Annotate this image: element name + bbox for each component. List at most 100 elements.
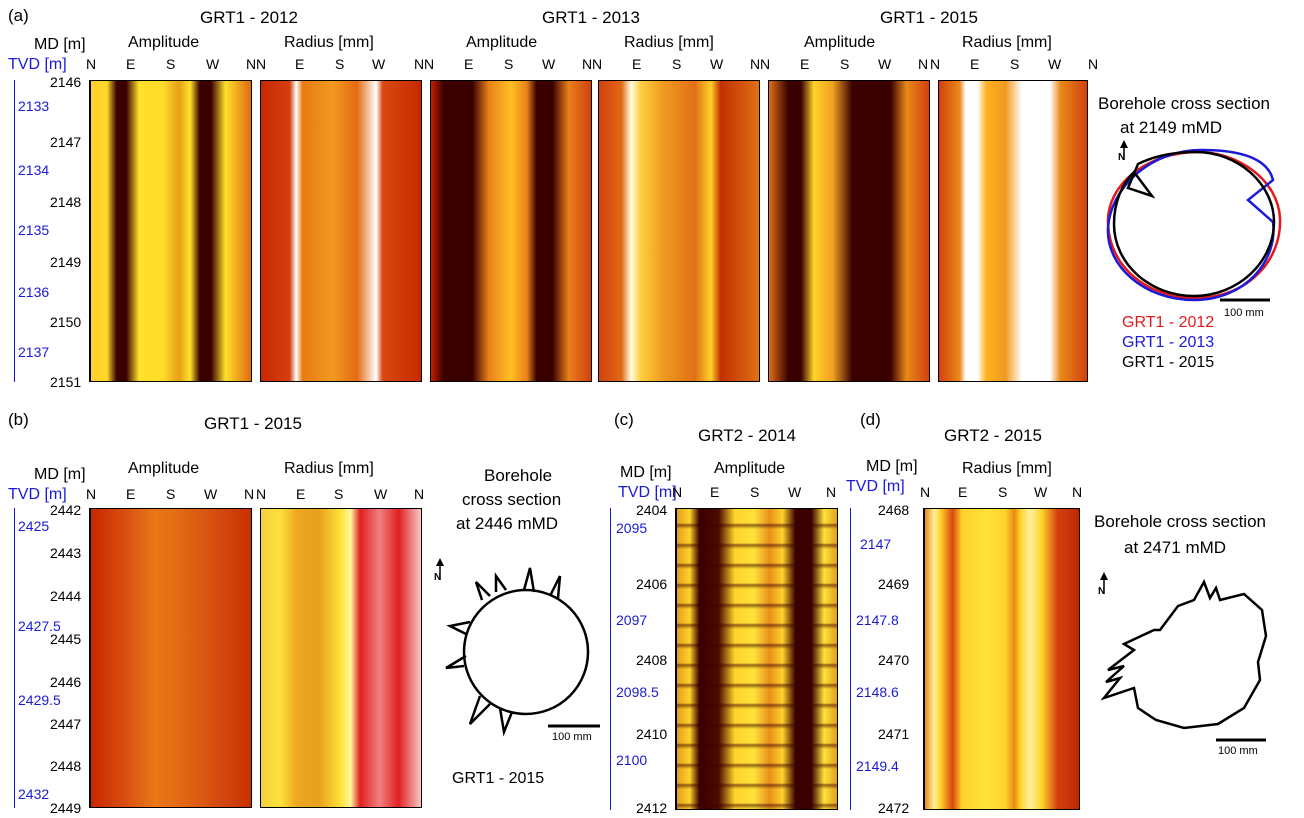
image-amplitude-2012: [90, 80, 252, 382]
panel-b-legend: GRT1 - 2015: [452, 770, 545, 787]
panel-b-cross-sub2: at 2446 mMD: [456, 514, 559, 533]
panel-a-title-2013: GRT1 - 2013: [542, 8, 640, 27]
compass-w: W: [372, 56, 386, 72]
tvd-tick: 2137: [18, 344, 50, 360]
compass-e: E: [710, 484, 720, 500]
panel-a-title-2012: GRT1 - 2012: [200, 8, 298, 27]
md-tick: 2404: [636, 502, 668, 518]
panel-a-md-label: MD [m]: [34, 36, 86, 53]
panel-a-cross-sub: at 2149 mMD: [1120, 118, 1223, 137]
compass-n: N: [672, 484, 683, 500]
md-tick: 2470: [878, 652, 910, 668]
north-arrow-icon: N: [1118, 140, 1128, 163]
legend-2015: GRT1 - 2015: [1122, 354, 1215, 371]
panel-b-label: (b): [8, 410, 29, 429]
panel-d-tvd-axis: [850, 508, 851, 810]
md-tick: 2447: [50, 716, 82, 732]
scale-label: 100 mm: [1224, 307, 1264, 319]
image-radius-2013: [598, 80, 760, 382]
image-amplitude-2015: [768, 80, 930, 382]
tvd-tick: 2147.8: [856, 612, 899, 628]
md-tick: 2149: [50, 254, 82, 270]
tvd-tick: 2135: [18, 222, 50, 238]
panel-b-header-rad: Radius [mm]: [284, 460, 374, 477]
compass-e: E: [958, 484, 968, 500]
compass-w: W: [374, 486, 388, 502]
compass-n: N: [414, 56, 425, 72]
panel-b-md-axis: [89, 508, 90, 808]
svg-text:N: N: [1118, 152, 1125, 163]
md-tick: 2412: [636, 800, 668, 816]
panel-d-cross-sub: at 2471 mMD: [1124, 538, 1227, 557]
panel-b-tvd-label: TVD [m]: [8, 486, 67, 503]
compass-s: S: [166, 56, 176, 72]
legend-2012: GRT1 - 2012: [1122, 314, 1215, 331]
panel-a-tvd-label: TVD [m]: [8, 56, 67, 73]
panel-b-md-label: MD [m]: [34, 466, 86, 483]
panel-a-tvd-axis: [14, 80, 15, 382]
tvd-tick: 2098.5: [616, 684, 659, 700]
tvd-tick: 2148.6: [856, 684, 899, 700]
compass-w: W: [878, 56, 892, 72]
compass-s: S: [166, 486, 176, 502]
md-tick: 2410: [636, 726, 668, 742]
compass-n: N: [86, 486, 97, 502]
md-tick: 2408: [636, 652, 668, 668]
north-arrow-icon: N: [1098, 572, 1108, 597]
md-tick: 2445: [50, 631, 82, 647]
tvd-tick: 2429.5: [18, 692, 61, 708]
panel-a-header-amp-2015: Amplitude: [804, 34, 876, 51]
panel-d-cross-title: Borehole cross section: [1094, 512, 1266, 531]
image-radius-2012: [260, 80, 422, 382]
panel-a-cross-section: N 100 mm: [1106, 140, 1282, 319]
compass-n: N: [920, 484, 931, 500]
image-amplitude-b: [90, 508, 252, 808]
panel-a-header-rad-2013: Radius [mm]: [624, 34, 714, 51]
image-radius-2015: [938, 80, 1088, 382]
tvd-tick: 2095: [616, 520, 648, 536]
tvd-tick: 2432: [18, 786, 50, 802]
md-tick: 2443: [50, 545, 82, 561]
compass-e: E: [970, 56, 980, 72]
compass-n: N: [244, 486, 255, 502]
md-tick: 2449: [50, 800, 82, 816]
tvd-tick: 2147: [860, 536, 892, 552]
compass-n: N: [592, 56, 603, 72]
compass-s: S: [840, 56, 850, 72]
compass-w: W: [1048, 56, 1062, 72]
compass-e: E: [126, 56, 136, 72]
image-radius-d: [924, 508, 1080, 810]
compass-n: N: [246, 56, 257, 72]
compass-e: E: [632, 56, 642, 72]
compass-e: E: [464, 56, 474, 72]
compass-s: S: [1010, 56, 1020, 72]
tvd-tick: 2100: [616, 752, 648, 768]
md-tick: 2147: [50, 134, 82, 150]
scale-label: 100 mm: [552, 731, 592, 743]
image-amplitude-c: [676, 508, 838, 810]
compass-w: W: [710, 56, 724, 72]
panel-d-cross-section: N 100 mm: [1098, 572, 1268, 757]
compass-n: N: [86, 56, 97, 72]
compass-w: W: [542, 56, 556, 72]
panel-c-md-label: MD [m]: [620, 464, 672, 481]
md-tick: 2150: [50, 314, 82, 330]
md-tick: 2146: [50, 74, 82, 90]
md-tick: 2151: [50, 374, 82, 390]
tvd-tick: 2427.5: [18, 618, 61, 634]
compass-s: S: [672, 56, 682, 72]
panel-c-label: (c): [614, 410, 634, 429]
panel-a-header-amp-2012: Amplitude: [128, 34, 200, 51]
panel-c-tvd-label: TVD [m]: [618, 484, 677, 501]
panel-b-title: GRT1 - 2015: [204, 414, 302, 433]
tvd-tick: 2149.4: [856, 758, 899, 774]
compass-n: N: [760, 56, 771, 72]
north-arrow-icon: N: [434, 558, 444, 583]
panel-a-header-rad-2015: Radius [mm]: [962, 34, 1052, 51]
compass-n: N: [256, 56, 267, 72]
compass-w: W: [206, 56, 220, 72]
compass-n: N: [918, 56, 929, 72]
panel-d-header-rad: Radius [mm]: [962, 460, 1052, 477]
image-radius-b: [260, 508, 422, 808]
panel-d-md-axis: [923, 508, 924, 810]
